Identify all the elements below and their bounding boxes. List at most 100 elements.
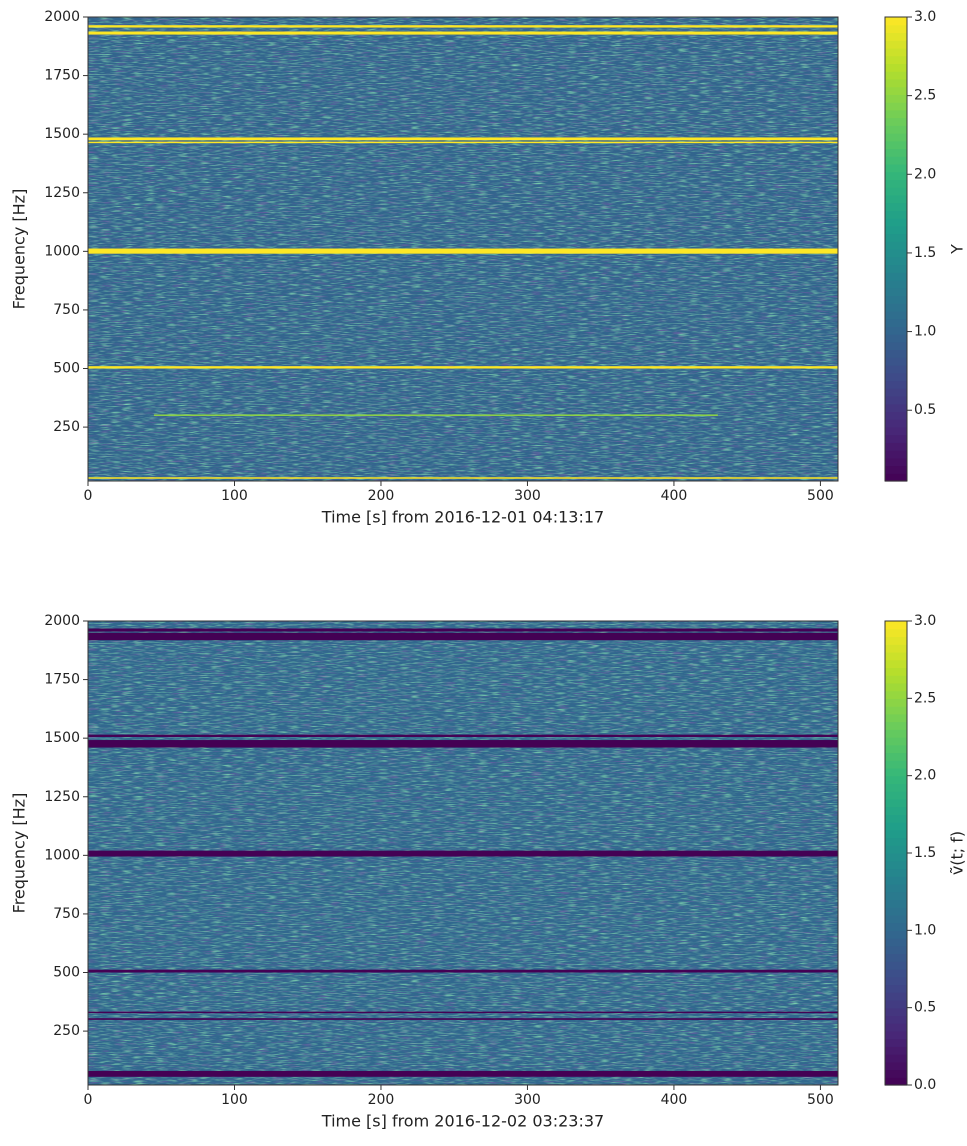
colorbar-segment xyxy=(885,713,907,723)
colorbar-segment xyxy=(885,651,907,661)
colorbar-segment xyxy=(885,249,907,258)
colorbar-segment xyxy=(885,256,907,266)
colorbar-segment xyxy=(885,682,907,692)
colorbar-segment xyxy=(885,148,907,157)
colorbar-segment xyxy=(885,791,907,800)
x-axis-label: Time [s] from 2016-12-02 03:23:37 xyxy=(321,1112,604,1131)
colorbar-segment xyxy=(885,938,907,947)
colorbar-segment xyxy=(885,891,907,900)
colorbar-segment xyxy=(885,767,907,777)
colorbar-tick-label: 2.5 xyxy=(914,88,936,104)
x-tick-label: 100 xyxy=(221,488,248,504)
y-tick-label: 1000 xyxy=(44,847,80,863)
colorbar-segment xyxy=(885,47,907,57)
colorbar-segment xyxy=(885,465,907,474)
y-tick-label: 1000 xyxy=(44,243,80,259)
colorbar-segment xyxy=(885,303,907,312)
colorbar-segment xyxy=(885,272,907,281)
colorbar-segment xyxy=(885,860,907,870)
x-tick-label: 100 xyxy=(221,1092,248,1108)
colorbar-segment xyxy=(885,210,907,219)
colorbar-segment xyxy=(885,899,907,908)
x-tick-label: 0 xyxy=(84,488,93,504)
colorbar-segment xyxy=(885,945,907,955)
colorbar-segment xyxy=(885,450,907,459)
x-tick-label: 0 xyxy=(84,1092,93,1108)
colorbar-segment xyxy=(885,698,907,707)
colorbar-segment xyxy=(885,310,907,320)
colorbar-segment xyxy=(885,295,907,304)
plot-area xyxy=(88,17,838,481)
colorbar-segment xyxy=(885,1054,907,1063)
colorbar-segment xyxy=(885,837,907,846)
colorbar-segment xyxy=(885,264,907,273)
colorbar-segment xyxy=(885,883,907,893)
colorbar-segment xyxy=(885,225,907,235)
colorbar-segment xyxy=(885,744,907,754)
colorbar-segment xyxy=(885,17,907,26)
y-tick-label: 500 xyxy=(53,361,80,377)
colorbar-segment xyxy=(885,976,907,986)
colorbar-segment xyxy=(885,341,907,351)
colorbar-segment xyxy=(885,372,907,382)
colorbar-segment xyxy=(885,40,907,49)
colorbar-segment xyxy=(885,109,907,119)
colorbar-segment xyxy=(885,140,907,150)
colorbar-segment xyxy=(885,667,907,676)
colorbar-segment xyxy=(885,187,907,196)
x-tick-label: 500 xyxy=(807,488,834,504)
x-axis-label: Time [s] from 2016-12-01 04:13:17 xyxy=(321,508,604,527)
colorbar-segment xyxy=(885,78,907,88)
x-tick-label: 200 xyxy=(368,1092,395,1108)
colorbar-segment xyxy=(885,628,907,638)
colorbar-segment xyxy=(885,798,907,808)
y-tick-label: 500 xyxy=(53,965,80,981)
plot-area xyxy=(88,621,838,1085)
colorbar-tick-label: 2.5 xyxy=(914,690,936,706)
colorbar-segment xyxy=(885,1023,907,1032)
colorbar-segment xyxy=(885,775,907,784)
colorbar-tick-label: 1.0 xyxy=(914,324,936,340)
colorbar-segment xyxy=(885,202,907,211)
plot-frame xyxy=(87,620,839,1086)
spectral-band xyxy=(88,1018,838,1020)
spectral-band xyxy=(88,850,838,857)
colorbar-segment xyxy=(885,426,907,436)
colorbar-segment xyxy=(885,992,907,1001)
colorbar-segment xyxy=(885,822,907,831)
y-tick-label: 250 xyxy=(53,419,80,435)
colorbar-segment xyxy=(885,233,907,242)
colorbar-segment xyxy=(885,729,907,738)
colorbar-segment xyxy=(885,71,907,80)
colorbar-segment xyxy=(885,914,907,924)
colorbar-segment xyxy=(885,171,907,180)
colorbar-tick-label: 0.0 xyxy=(914,1077,936,1093)
colorbar-tick-label: 1.5 xyxy=(914,245,936,261)
colorbar-segment xyxy=(885,388,907,397)
spectral-band xyxy=(88,141,838,144)
colorbar-segment xyxy=(885,117,907,126)
colorbar-segment xyxy=(885,961,907,970)
spectral-band xyxy=(88,632,838,641)
colorbar-tick-label: 2.0 xyxy=(914,768,936,784)
colorbar-tick-label: 1.5 xyxy=(914,845,936,861)
colorbar-segment xyxy=(885,868,907,877)
y-tick-label: 1250 xyxy=(44,185,80,201)
colorbar-segment xyxy=(885,953,907,962)
colorbar-segment xyxy=(885,1046,907,1055)
spectral-band xyxy=(88,628,838,632)
colorbar-tick-label: 1.0 xyxy=(914,922,936,938)
colorbar-label: ṽ(t; f) xyxy=(948,831,967,875)
y-tick-label: 750 xyxy=(53,906,80,922)
colorbar-tick-label: 0.5 xyxy=(914,1000,936,1016)
spectral-band xyxy=(88,477,838,479)
colorbar-tick-label: 3.0 xyxy=(914,613,936,629)
colorbar-segment xyxy=(885,806,907,815)
y-tick-label: 2000 xyxy=(44,613,80,629)
colorbar-segment xyxy=(885,365,907,374)
colorbar-segment xyxy=(885,907,907,916)
colorbar-segment xyxy=(885,690,907,699)
colorbar-segment xyxy=(885,163,907,173)
colorbar-segment xyxy=(885,24,907,34)
